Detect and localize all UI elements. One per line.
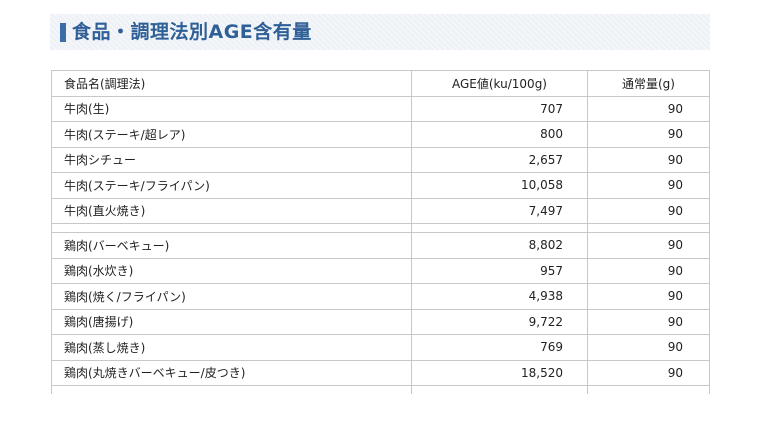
food-name-cell: 牛肉(直火焼き)	[51, 197, 412, 224]
group-spacer-row	[51, 223, 710, 233]
header-age-value: AGE値(ku/100g)	[411, 70, 588, 97]
amount-cell: 90	[587, 308, 710, 335]
amount-cell: 90	[587, 359, 710, 386]
table-row: 鶏肉(バーベキュー) 8,802 90	[51, 232, 710, 259]
spacer-cell	[51, 223, 412, 233]
amount-cell: 90	[587, 172, 710, 199]
table-row: 牛肉(ステーキ/フライパン) 10,058 90	[51, 172, 710, 199]
age-content-table: 食品名(調理法) AGE値(ku/100g) 通常量(g) 牛肉(生) 707 …	[51, 70, 710, 394]
table-row: 牛肉(ステーキ/超レア) 800 90	[51, 121, 710, 148]
table-row: 鶏肉(唐揚げ) 9,722 90	[51, 308, 710, 335]
header-normal-amount: 通常量(g)	[587, 70, 710, 97]
table-row: 牛肉(生) 707 90	[51, 95, 710, 122]
spacer-cell	[51, 385, 412, 394]
title-bar: 食品・調理法別AGE含有量	[50, 14, 710, 50]
age-value-cell: 2,657	[411, 146, 588, 173]
table-row: 鶏肉(蒸し焼き) 769 90	[51, 334, 710, 361]
page-title: 食品・調理法別AGE含有量	[72, 21, 312, 43]
table-header-row: 食品名(調理法) AGE値(ku/100g) 通常量(g)	[51, 70, 710, 97]
age-value-cell: 7,497	[411, 197, 588, 224]
table-row: 鶏肉(焼く/フライパン) 4,938 90	[51, 283, 710, 310]
spacer-cell	[411, 385, 588, 394]
age-value-cell: 8,802	[411, 232, 588, 259]
food-name-cell: 牛肉(生)	[51, 95, 412, 122]
header-food-name: 食品名(調理法)	[51, 70, 412, 97]
age-value-cell: 707	[411, 95, 588, 122]
food-name-cell: 鶏肉(焼く/フライパン)	[51, 283, 412, 310]
table-row: 牛肉シチュー 2,657 90	[51, 146, 710, 173]
food-name-cell: 鶏肉(唐揚げ)	[51, 308, 412, 335]
amount-cell: 90	[587, 121, 710, 148]
food-name-cell: 牛肉(ステーキ/フライパン)	[51, 172, 412, 199]
spacer-cell	[587, 223, 710, 233]
age-value-cell: 4,938	[411, 283, 588, 310]
age-value-cell: 9,722	[411, 308, 588, 335]
age-value-cell: 18,520	[411, 359, 588, 386]
food-name-cell: 鶏肉(水炊き)	[51, 257, 412, 284]
amount-cell: 90	[587, 232, 710, 259]
table-row: 鶏肉(水炊き) 957 90	[51, 257, 710, 284]
food-name-cell: 鶏肉(蒸し焼き)	[51, 334, 412, 361]
table-continuation-row	[51, 385, 710, 394]
age-value-cell: 769	[411, 334, 588, 361]
age-value-cell: 957	[411, 257, 588, 284]
table-row: 鶏肉(丸焼きバーベキュー/皮つき) 18,520 90	[51, 359, 710, 386]
food-name-cell: 牛肉(ステーキ/超レア)	[51, 121, 412, 148]
spacer-cell	[587, 385, 710, 394]
table-row: 牛肉(直火焼き) 7,497 90	[51, 197, 710, 224]
amount-cell: 90	[587, 146, 710, 173]
food-name-cell: 牛肉シチュー	[51, 146, 412, 173]
food-name-cell: 鶏肉(バーベキュー)	[51, 232, 412, 259]
amount-cell: 90	[587, 334, 710, 361]
food-name-cell: 鶏肉(丸焼きバーベキュー/皮つき)	[51, 359, 412, 386]
title-accent-bar	[60, 23, 66, 42]
spacer-cell	[411, 223, 588, 233]
amount-cell: 90	[587, 283, 710, 310]
amount-cell: 90	[587, 95, 710, 122]
amount-cell: 90	[587, 257, 710, 284]
age-value-cell: 10,058	[411, 172, 588, 199]
age-value-cell: 800	[411, 121, 588, 148]
amount-cell: 90	[587, 197, 710, 224]
